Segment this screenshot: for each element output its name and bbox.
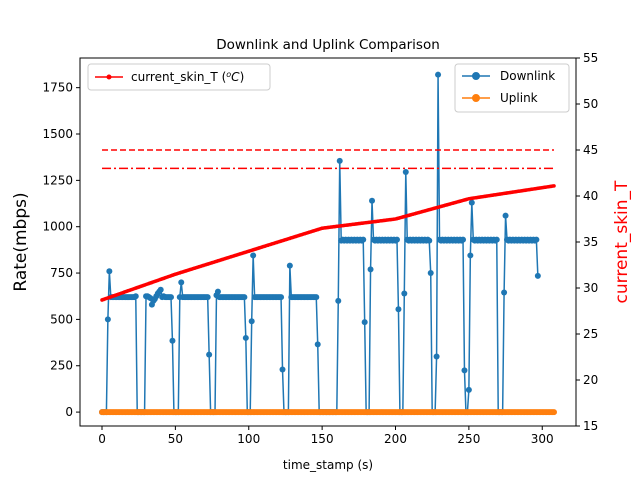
downlink-point	[169, 337, 176, 344]
y-left-tick-label: 750	[50, 266, 73, 280]
downlink-point	[427, 270, 434, 277]
downlink-point	[361, 319, 368, 326]
legend-left-box	[87, 63, 271, 91]
x-axis: 0 50 100 150 200 250 300	[98, 426, 554, 446]
y-right-tick-label: 55	[583, 51, 598, 65]
downlink-point	[204, 294, 211, 301]
downlink-point	[395, 306, 402, 313]
downlink-point	[468, 199, 475, 206]
legend-left: current_skin_T (oC)	[87, 63, 271, 91]
right-y-axis: 15 20 25 30 35 40 45 50 55	[576, 51, 598, 433]
y-right-tick-label: 25	[583, 327, 598, 341]
downlink-point	[534, 272, 541, 279]
downlink-point	[278, 294, 285, 301]
downlink-point	[426, 237, 433, 244]
y-left-tick-label: 250	[50, 359, 73, 373]
legend-skin-temp-marker	[106, 74, 112, 80]
y-right-tick-label: 20	[583, 373, 598, 387]
legend-downlink-marker	[472, 72, 480, 80]
chart-title: Downlink and Uplink Comparison	[216, 37, 440, 53]
y-right-tick-label: 50	[583, 97, 598, 111]
y-left-tick-label: 1000	[42, 220, 73, 234]
downlink-point	[248, 318, 255, 325]
downlink-point	[501, 289, 508, 296]
y-left-tick-label: 1250	[42, 173, 73, 187]
x-tick-label: 100	[237, 432, 260, 446]
downlink-point	[313, 294, 320, 301]
x-tick-label: 0	[98, 432, 106, 446]
y-left-tick-label: 0	[65, 405, 73, 419]
downlink-point	[335, 297, 342, 304]
plot-area	[99, 71, 557, 416]
legend-uplink-label: Uplink	[500, 91, 538, 105]
y-right-tick-label: 15	[583, 419, 598, 433]
y-right-tick-label: 45	[583, 143, 598, 157]
downlink-point	[242, 334, 249, 341]
downlink-point	[214, 288, 221, 295]
legend-uplink-marker	[472, 94, 480, 102]
x-tick-label: 300	[531, 432, 554, 446]
downlink-point	[502, 212, 509, 219]
downlink-point	[533, 236, 540, 243]
right-y-axis-label: current_skin_T	[612, 180, 632, 304]
x-tick-label: 200	[384, 432, 407, 446]
downlink-point	[279, 366, 286, 373]
skin-temp-point	[552, 184, 556, 188]
downlink-point	[393, 236, 400, 243]
downlink-point	[314, 341, 321, 348]
downlink-point	[206, 351, 213, 358]
x-tick-label: 150	[311, 432, 334, 446]
downlink-point	[493, 236, 500, 243]
y-left-tick-label: 500	[50, 312, 73, 326]
legend-skin-temp-label: current_skin_T (oC)	[131, 70, 244, 84]
y-left-tick-label: 1750	[42, 81, 73, 95]
downlink-point	[435, 71, 442, 78]
uplink-point	[550, 409, 557, 416]
x-tick-label: 250	[457, 432, 480, 446]
downlink-point	[367, 266, 374, 273]
downlink-point	[104, 316, 111, 323]
downlink-point	[369, 197, 376, 204]
legend-right: Downlink Uplink	[454, 63, 570, 113]
downlink-point	[336, 157, 343, 164]
downlink-point	[286, 262, 293, 269]
downlink-point	[178, 279, 185, 286]
downlink-point	[460, 236, 467, 243]
left-y-axis: 0 250 500 750 1000 1250 1500 1750	[42, 81, 80, 419]
downlink-point	[465, 386, 472, 393]
y-right-tick-label: 35	[583, 235, 598, 249]
downlink-point	[157, 286, 164, 293]
downlink-point	[241, 294, 248, 301]
downlink-point	[250, 252, 257, 259]
left-y-axis-label: Rate(mbps)	[11, 192, 31, 291]
x-axis-label: time_stamp (s)	[283, 458, 373, 472]
y-right-tick-label: 30	[583, 281, 598, 295]
downlink-point	[433, 353, 440, 360]
downlink-point	[360, 236, 367, 243]
downlink-point	[106, 268, 113, 275]
x-tick-label: 50	[168, 432, 183, 446]
downlink-point	[401, 290, 408, 297]
downlink-point	[167, 294, 174, 301]
downlink-point	[461, 367, 468, 374]
downlink-point	[402, 169, 409, 176]
downlink-point	[467, 252, 474, 259]
downlink-point	[132, 293, 139, 300]
legend-downlink-label: Downlink	[500, 69, 555, 83]
y-left-tick-label: 1500	[42, 127, 73, 141]
y-right-tick-label: 40	[583, 189, 598, 203]
